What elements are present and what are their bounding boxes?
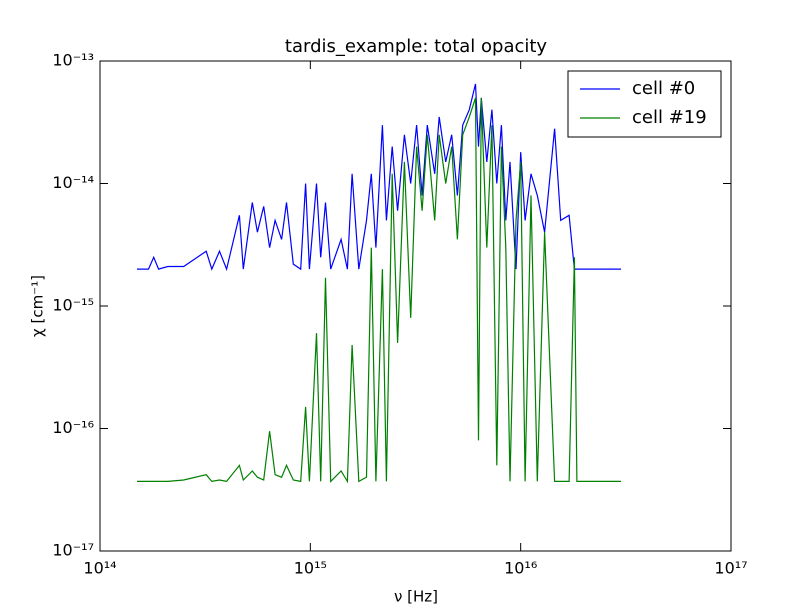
legend-label: cell #19: [632, 107, 707, 128]
y-tick-label: 10⁻¹⁷: [52, 541, 94, 560]
y-axis-label: χ [cm⁻¹]: [29, 275, 47, 337]
x-axis-label: ν [Hz]: [394, 588, 438, 606]
legend-box: [567, 70, 722, 138]
series-line: [137, 83, 621, 272]
x-tick-label: 10¹⁵: [294, 559, 327, 578]
y-tick-label: 10⁻¹³: [52, 51, 94, 70]
x-tick-label: 10¹⁶: [504, 559, 537, 578]
y-tick-label: 10⁻¹⁵: [52, 296, 94, 315]
y-tick-label: 10⁻¹⁴: [52, 173, 94, 192]
legend-label: cell #0: [632, 78, 695, 99]
x-tick-label: 10¹⁷: [714, 559, 747, 578]
plot-frame: [99, 60, 732, 552]
y-tick-label: 10⁻¹⁶: [52, 418, 94, 437]
chart-title: tardis_example: total opacity: [285, 36, 548, 57]
x-tick-label: 10¹⁴: [83, 559, 116, 578]
series-line: [137, 97, 621, 484]
